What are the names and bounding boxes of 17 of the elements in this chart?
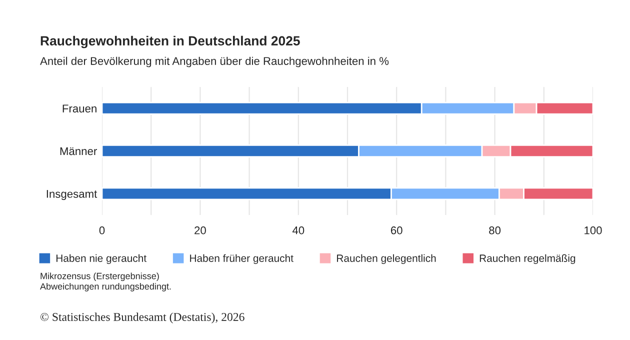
y-tick-label: Insgesamt [46,190,98,200]
legend-label: Rauchen gelegentlich [337,254,436,264]
y-tick-label: Männer [60,147,97,156]
x-tick-label: 0 [99,226,105,234]
x-tick-label: 100 [584,226,602,234]
chart-title: Rauchgewohnheiten in Deutschland 2025 [40,36,300,48]
legend-label: Haben früher geraucht [190,254,294,264]
x-tick-label: 20 [194,226,206,234]
legend-label: Rauchen regelmäßig [480,254,576,264]
x-tick-label: 80 [489,226,501,234]
text: Mikrozensus (Erstergebnisse) Abweichungen rundungsbedingt. [40,272,171,292]
chart-subtitle: Anteil der Bevölkerung mit Angaben über die Rauchgewohnheiten in % [40,56,389,68]
legend-label: Haben nie geraucht [56,254,146,264]
x-tick-label: 40 [292,226,304,234]
y-tick-label: Frauen [62,104,96,112]
x-tick-label: 60 [390,226,402,234]
text: © Statistisches Bundesamt (Destatis), 2026 [40,312,244,324]
